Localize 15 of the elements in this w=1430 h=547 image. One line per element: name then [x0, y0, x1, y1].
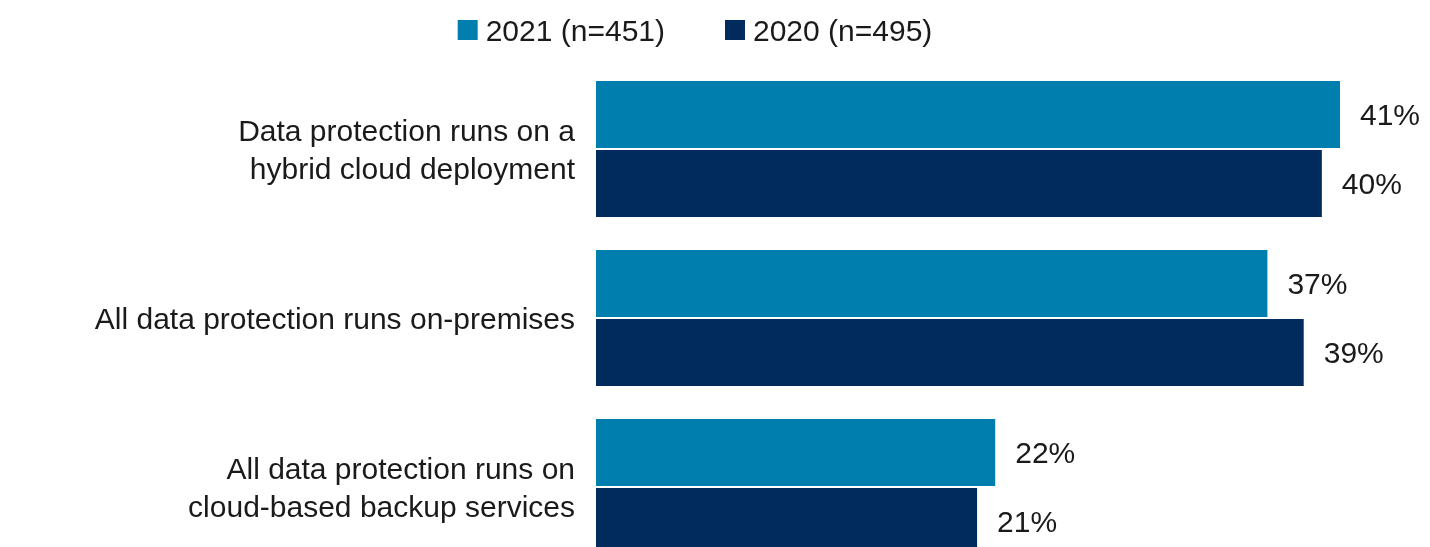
bar	[596, 250, 1268, 317]
y-tick-label: Data protection runs on a hybrid cloud deployment	[238, 113, 576, 185]
data-label: 37%	[1287, 267, 1348, 300]
bar	[596, 150, 1322, 217]
legend-label: 2020 (n=495)	[753, 13, 933, 47]
data-label: 21%	[997, 505, 1058, 538]
legend-label: 2021 (n=451)	[485, 13, 665, 47]
data-label: 22%	[1015, 436, 1076, 469]
bar	[596, 319, 1304, 386]
data-label: 40%	[1341, 167, 1402, 200]
y-tick-label: All data protection runs on cloud-based backup services	[188, 451, 575, 523]
y-tick-label: All data protection runs on-premises	[94, 301, 575, 335]
data-label: 39%	[1323, 336, 1384, 369]
data-label: 41%	[1360, 98, 1421, 131]
bar	[596, 81, 1340, 148]
